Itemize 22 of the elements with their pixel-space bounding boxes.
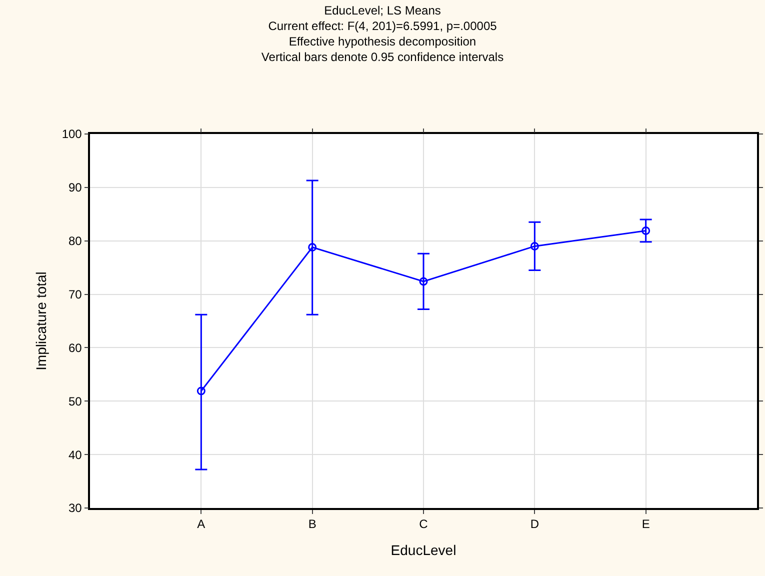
y-tick-label: 50 xyxy=(68,394,82,408)
y-axis-title: Implicature total xyxy=(32,272,49,370)
y-tick-label: 70 xyxy=(68,287,82,302)
y-tick-label: 80 xyxy=(68,234,82,248)
y-tick-label: 60 xyxy=(68,340,82,355)
point xyxy=(642,226,650,235)
point xyxy=(419,277,428,286)
x-tick-label: B xyxy=(308,517,316,532)
x-tick-label: A xyxy=(197,517,206,532)
point xyxy=(530,242,539,250)
x-axis-title: EducLevel xyxy=(390,542,456,558)
y-tick-label: 30 xyxy=(68,501,82,516)
point xyxy=(308,243,317,252)
chart-title: EducLevel; LS Means xyxy=(324,3,441,18)
y-tick-label: 100 xyxy=(62,127,82,142)
point xyxy=(196,386,206,396)
x-tick-label: D xyxy=(530,517,540,532)
x-tick-label: E xyxy=(642,517,650,532)
y-tick-label: 90 xyxy=(68,180,82,195)
y-tick-label: 40 xyxy=(68,448,82,462)
x-tick-label: C xyxy=(419,517,428,532)
chart-subtitle: Current effect: F(4, 201)=6.5991, p=.00005 Effective hypothesis decomposition Vertical bars denote 0.95 confidence intervals xyxy=(261,19,504,64)
